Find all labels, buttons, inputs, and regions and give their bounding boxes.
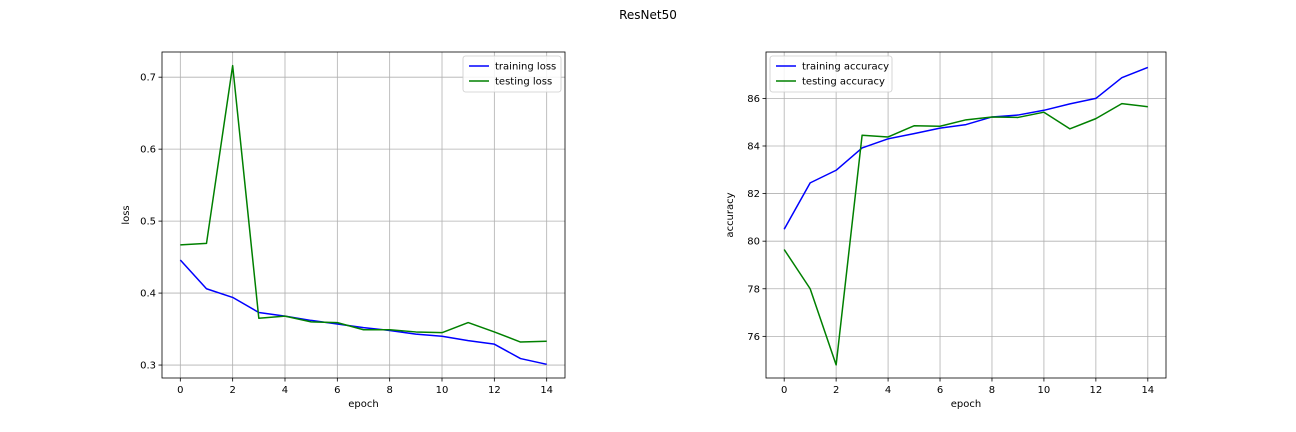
y-tick-label: 0.6 (140, 145, 156, 156)
x-tick-label: 6 (334, 385, 340, 396)
x-tick-label: 4 (282, 385, 288, 396)
x-axis-label: epoch (951, 399, 981, 410)
loss-panel: 0 2 4 6 8 10 12 14 0.3 0.4 0.5 0.6 0.7 epoch loss train… (121, 51, 566, 410)
x-tick-label: 12 (488, 385, 501, 396)
x-tick-label: 12 (1090, 385, 1103, 396)
x-axis-label: epoch (348, 399, 378, 410)
y-tick-label: 80 (747, 237, 760, 248)
y-tick-label: 0.7 (140, 73, 156, 84)
x-tick-label: 14 (1141, 385, 1154, 396)
grid (766, 52, 1166, 378)
x-tick-label: 6 (937, 385, 943, 396)
accuracy-panel: 0 2 4 6 8 10 12 14 76 78 80 82 84 86 epoch accuracy trai… (725, 51, 1167, 410)
legend-label: testing accuracy (802, 77, 885, 88)
y-tick-label: 84 (747, 141, 760, 152)
y-tick-label: 0.3 (140, 361, 156, 372)
x-tick-label: 8 (386, 385, 392, 396)
series-line-testing-accuracy (783, 102, 1148, 366)
series-line-testing-loss (180, 64, 547, 343)
legend: training accuracy testing accuracy (769, 55, 893, 93)
y-tick-label: 0.5 (140, 217, 156, 228)
y-tick-label: 76 (747, 332, 760, 343)
y-axis-label: loss (121, 205, 132, 224)
axes-frame (765, 51, 1167, 379)
series-line-training-loss (179, 259, 547, 366)
series-line-training-accuracy (783, 66, 1149, 230)
legend-label: training loss (495, 62, 556, 73)
legend-box (769, 55, 893, 93)
x-tick-label: 0 (781, 385, 787, 396)
legend-box (462, 55, 562, 93)
x-tick-label: 4 (885, 385, 891, 396)
y-tick-label: 86 (747, 94, 760, 105)
y-tick-label: 78 (747, 284, 760, 295)
x-tick-label: 2 (229, 385, 235, 396)
y-tick-label: 82 (747, 189, 760, 200)
legend-label: training accuracy (802, 62, 889, 73)
x-tick-label: 8 (989, 385, 995, 396)
y-axis-label: accuracy (725, 192, 736, 237)
legend-label: testing loss (495, 77, 552, 88)
x-tick-label: 14 (540, 385, 553, 396)
x-tick-label: 2 (833, 385, 839, 396)
x-tick-label: 10 (436, 385, 449, 396)
legend: training loss testing loss (462, 55, 562, 93)
figure-title: ResNet50 (619, 8, 677, 22)
x-tick-label: 0 (177, 385, 183, 396)
axes-frame (161, 51, 566, 379)
y-tick-label: 0.4 (140, 289, 156, 300)
x-tick-label: 10 (1038, 385, 1051, 396)
